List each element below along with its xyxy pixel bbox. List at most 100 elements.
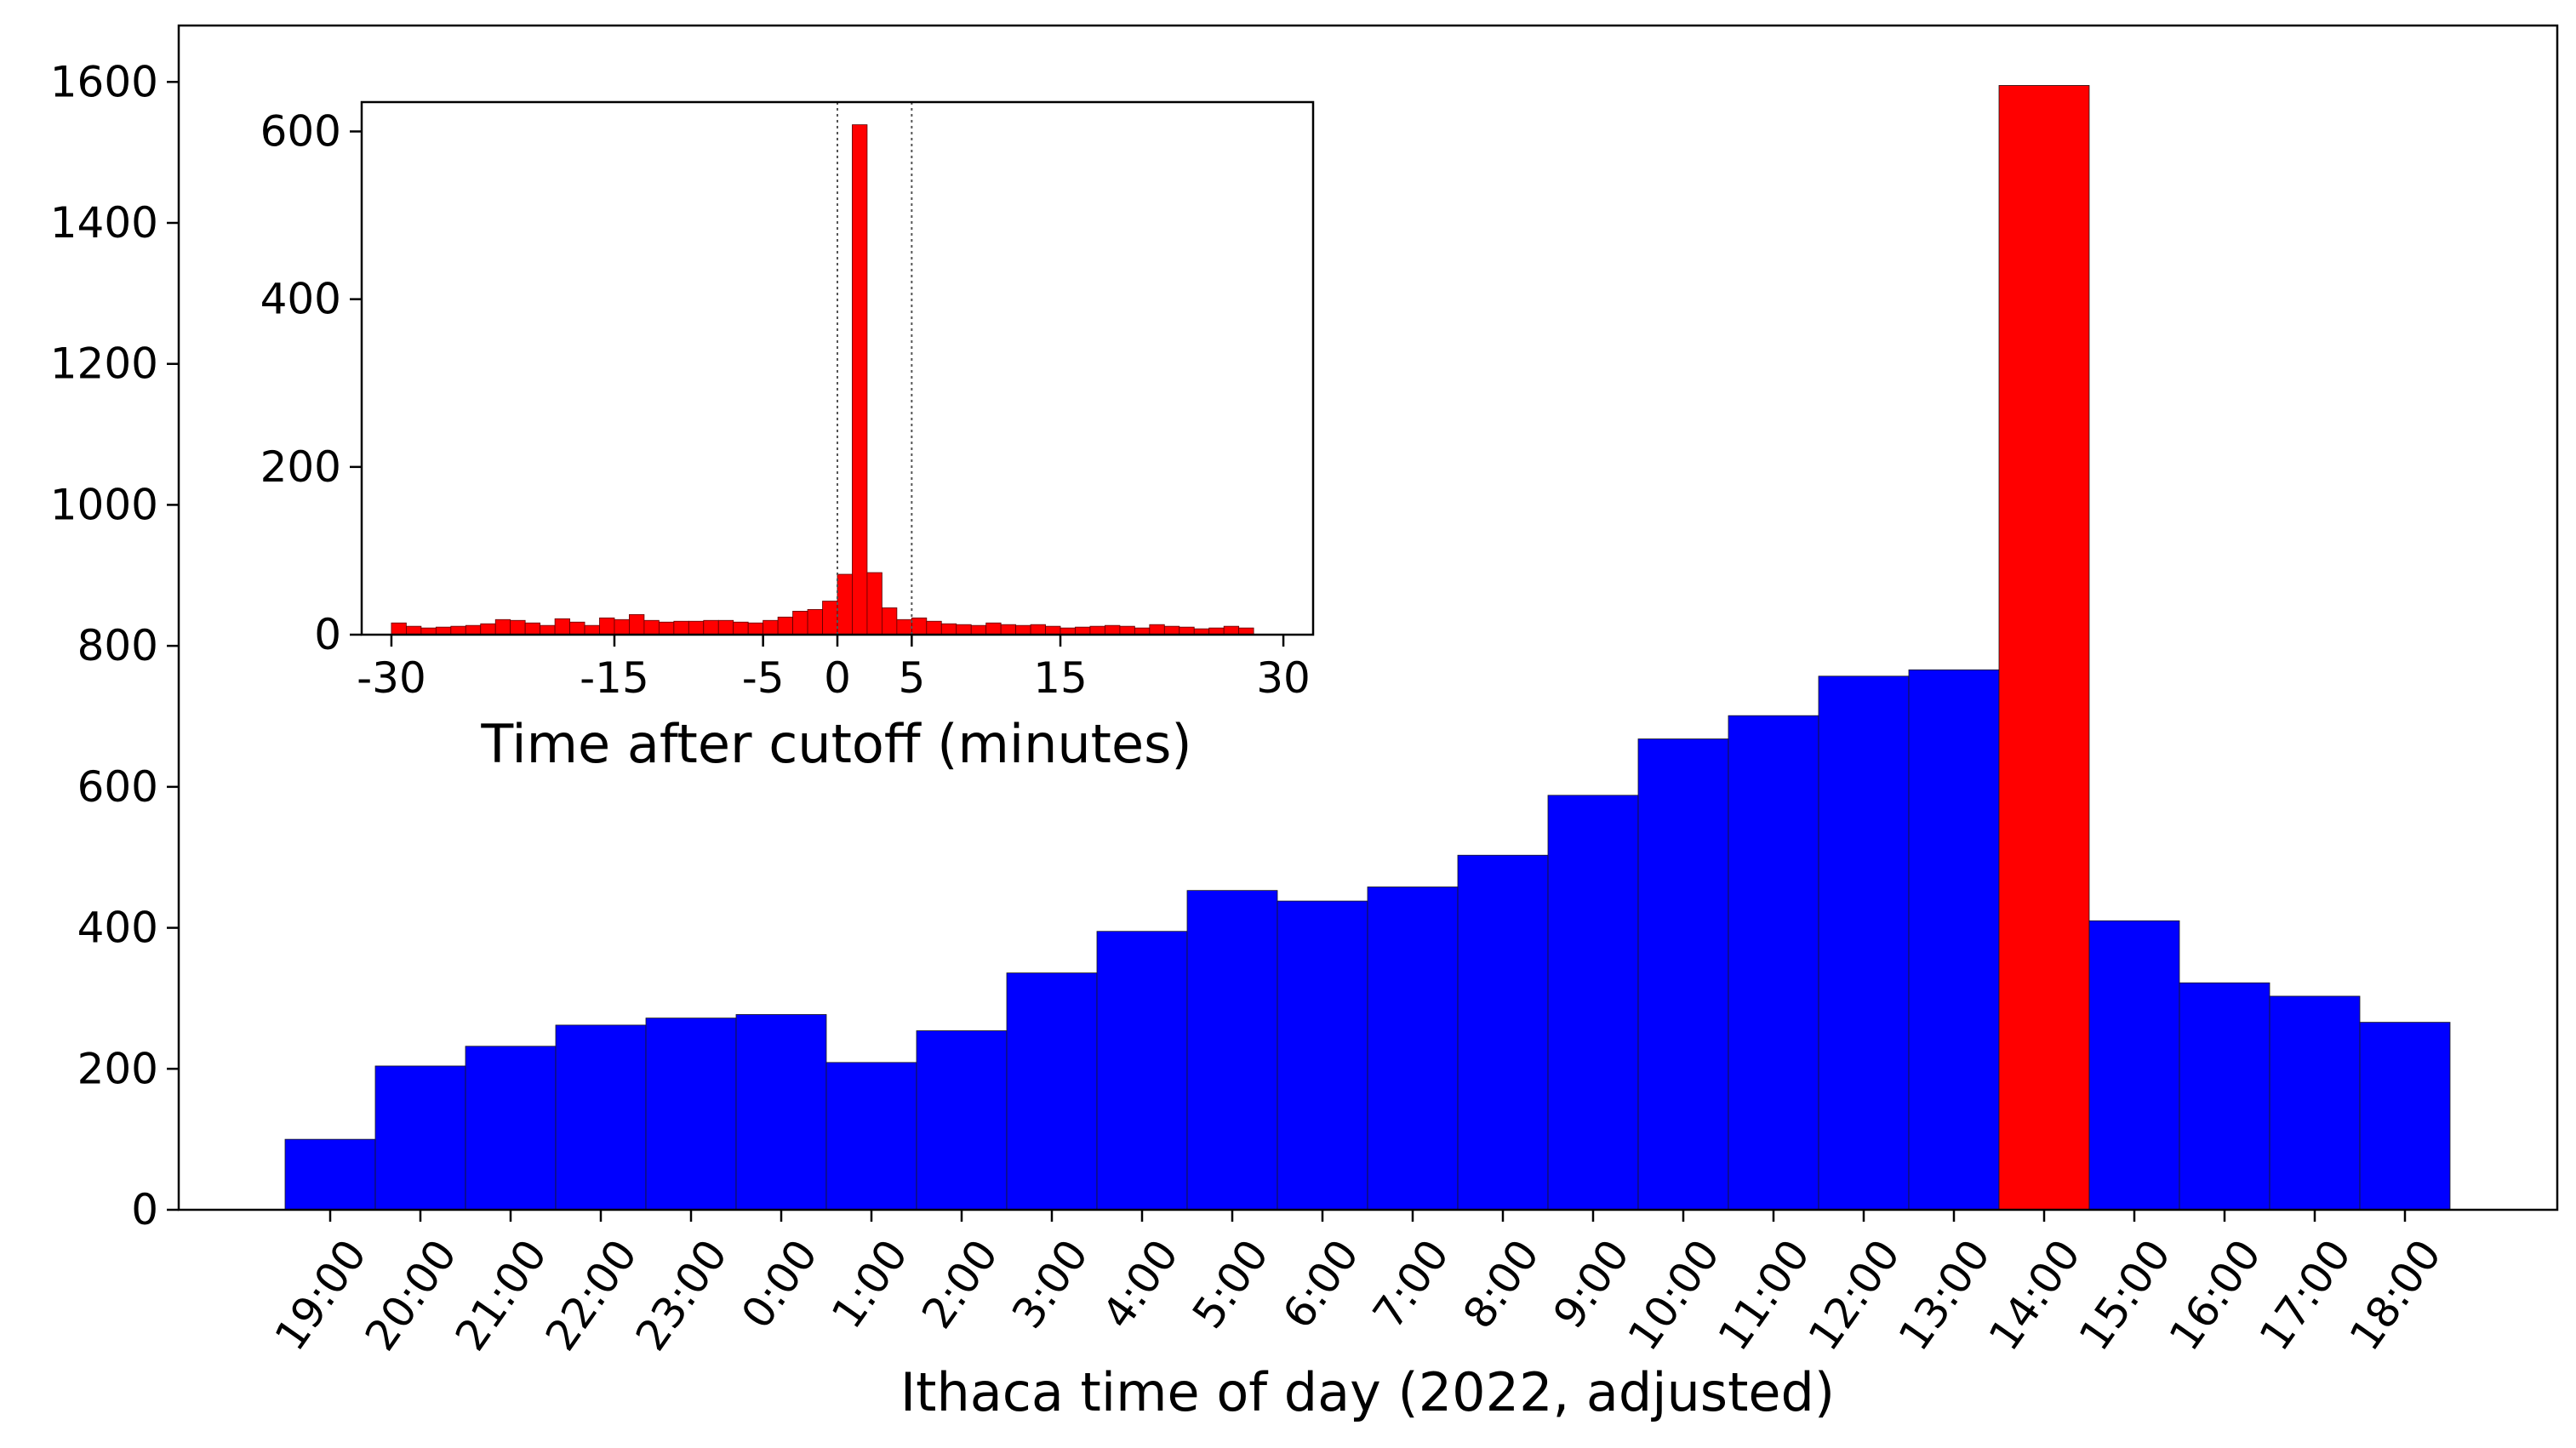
inset-bar	[465, 624, 482, 636]
main-bar	[1908, 669, 2000, 1211]
main-x-axis-label: Ithaca time of day (2022, adjusted)	[900, 1361, 1835, 1423]
main-bar	[1637, 738, 1729, 1211]
inset-y-tick-label: 200	[260, 442, 341, 492]
main-bar	[1277, 900, 1368, 1211]
inset-bar	[554, 618, 570, 636]
inset-bar	[524, 622, 541, 636]
main-bar	[284, 1138, 376, 1211]
inset-bar	[896, 619, 912, 636]
inset-bar	[1015, 624, 1031, 636]
main-bar	[465, 1046, 557, 1211]
inset-bar	[1163, 625, 1180, 636]
main-bar	[1818, 676, 1910, 1211]
inset-bar	[1119, 625, 1135, 636]
main-y-tick-label: 0	[131, 1185, 158, 1234]
inset-bar	[985, 622, 1002, 636]
main-bar	[916, 1030, 1008, 1211]
inset-x-axis-label: Time after cutoff (minutes)	[480, 713, 1191, 775]
main-y-tick-label: 1000	[50, 480, 158, 529]
inset-x-tick-label: -5	[742, 653, 785, 703]
inset-bar	[911, 617, 928, 636]
inset-x-tick-label: 30	[1256, 653, 1311, 703]
main-bar	[825, 1062, 917, 1211]
inset-bar	[822, 601, 838, 636]
inset-bar	[1149, 624, 1165, 636]
inset-bar	[807, 609, 823, 636]
inset-bar	[1105, 624, 1121, 636]
inset-bar	[673, 620, 689, 636]
inset-bar	[926, 620, 942, 636]
inset-bar	[510, 619, 526, 636]
main-y-tick-label: 600	[77, 762, 158, 812]
inset-bar	[747, 622, 764, 636]
inset-bar	[882, 607, 898, 636]
main-bar	[2088, 920, 2180, 1211]
inset-bar	[406, 625, 422, 636]
inset-bar	[1179, 626, 1195, 636]
main-bar	[374, 1065, 466, 1211]
main-bar	[1547, 795, 1639, 1211]
main-bar	[1006, 972, 1098, 1211]
main-y-axis: 0 200 400 600 800 1000 1200 1400 1600	[50, 57, 179, 1234]
inset-x-tick-label: 5	[898, 653, 925, 703]
inset-bar	[569, 621, 585, 636]
inset-bar	[1045, 625, 1061, 636]
main-bar	[555, 1024, 647, 1211]
inset-bar	[733, 621, 749, 636]
main-bar	[2359, 1022, 2451, 1211]
inset-x-tick-label: -30	[357, 653, 426, 703]
inset-bar	[1075, 626, 1091, 636]
inset-x-axis: -30 -15 -5 0 5 15 30	[357, 635, 1311, 703]
inset-bar	[717, 619, 734, 636]
inset-bar	[540, 624, 556, 636]
inset-bar	[688, 620, 705, 636]
inset-bar	[629, 613, 645, 636]
inset-bars	[391, 124, 1254, 636]
inset-x-tick-label: 0	[824, 653, 851, 703]
inset-bar	[940, 623, 957, 636]
main-bar	[1186, 890, 1278, 1211]
inset-bar	[494, 619, 511, 636]
inset-bar	[956, 624, 972, 636]
inset-bar	[763, 619, 779, 636]
main-bar	[645, 1018, 737, 1211]
inset-bar	[480, 623, 496, 636]
inset-x-tick-label: -15	[580, 653, 649, 703]
inset-y-tick-label: 400	[260, 275, 341, 324]
inset-bar	[703, 619, 719, 636]
inset-bar	[391, 622, 407, 636]
main-y-tick-label: 800	[77, 621, 158, 670]
inset-y-tick-label: 0	[314, 610, 341, 659]
inset-bar	[777, 616, 793, 636]
inset-bar	[435, 626, 452, 636]
inset-bar	[852, 124, 868, 636]
main-bar	[1728, 715, 1819, 1211]
main-bar	[1367, 886, 1459, 1211]
main-bar	[2179, 982, 2270, 1211]
inset-bar	[584, 624, 600, 636]
main-bars	[284, 85, 2451, 1211]
main-y-tick-label: 1400	[50, 198, 158, 248]
inset-bar	[1000, 624, 1017, 636]
main-bar	[735, 1014, 827, 1211]
main-bar	[1096, 931, 1188, 1211]
inset-bar	[599, 617, 615, 636]
main-bar	[1998, 85, 2090, 1211]
inset-bar	[837, 573, 853, 636]
inset-background	[362, 102, 1313, 635]
inset-bar	[792, 610, 808, 636]
inset-bar	[1223, 625, 1240, 636]
main-bar	[2269, 995, 2361, 1211]
inset-bar	[450, 625, 466, 636]
inset-bar	[970, 624, 987, 636]
inset-bar	[614, 619, 630, 636]
inset-bar	[643, 619, 660, 636]
main-y-tick-label: 1600	[50, 57, 158, 106]
main-y-tick-label: 1200	[50, 339, 158, 389]
main-y-tick-label: 200	[77, 1044, 158, 1093]
inset-y-axis: 0 200 400 600	[260, 107, 362, 659]
main-y-tick-label: 400	[77, 904, 158, 953]
main-plot-frame	[177, 24, 2559, 1211]
